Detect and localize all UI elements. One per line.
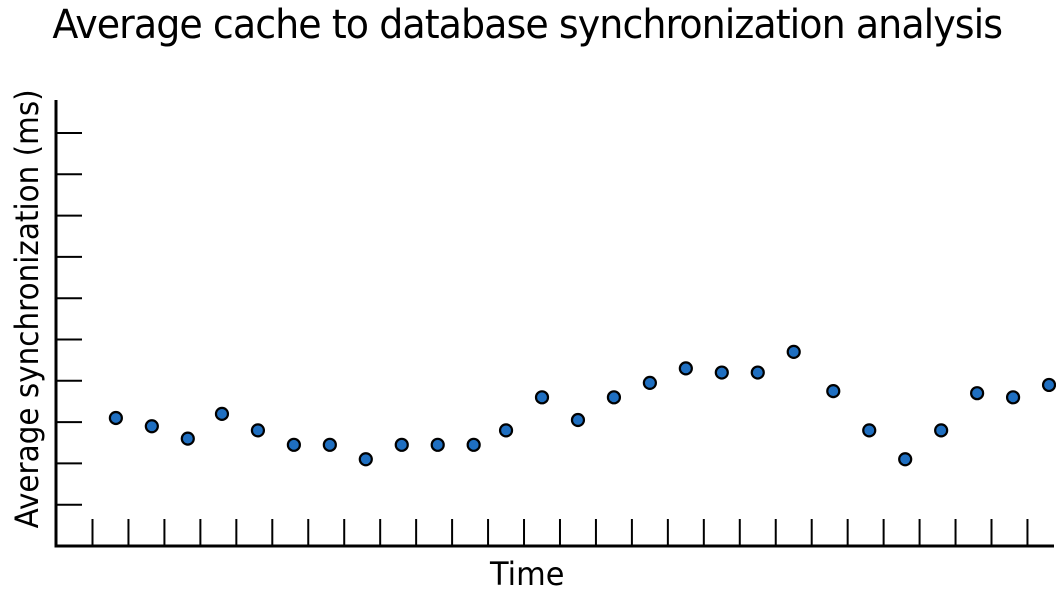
data-point-18 [714,365,729,380]
data-point-4 [214,406,230,421]
data-point-14 [570,412,586,428]
data-point-23 [898,452,913,467]
data-point-19 [750,365,765,380]
data-point-27 [1041,377,1056,393]
data-point-17 [678,361,693,376]
data-point-1 [108,410,123,426]
data-point-6 [286,437,301,452]
data-point-25 [970,386,985,401]
data-point-9 [394,437,409,452]
data-point-20 [786,344,801,359]
data-point-21 [826,384,841,399]
data-point-5 [250,423,266,438]
data-point-3 [180,431,195,446]
data-point-7 [322,437,337,452]
x-axis-label: Time [490,555,565,593]
data-point-26 [1005,390,1021,405]
data-point-22 [862,423,877,438]
data-point-12 [498,423,514,438]
chart-title: Average cache to database synchronizatio… [52,2,1003,48]
data-point-15 [606,390,622,405]
data-point-10 [430,437,445,452]
data-point-13 [534,390,550,405]
data-point-11 [466,437,481,452]
data-point-2 [144,419,159,434]
data-point-24 [934,423,949,438]
data-point-8 [358,452,373,467]
data-point-16 [642,375,657,390]
